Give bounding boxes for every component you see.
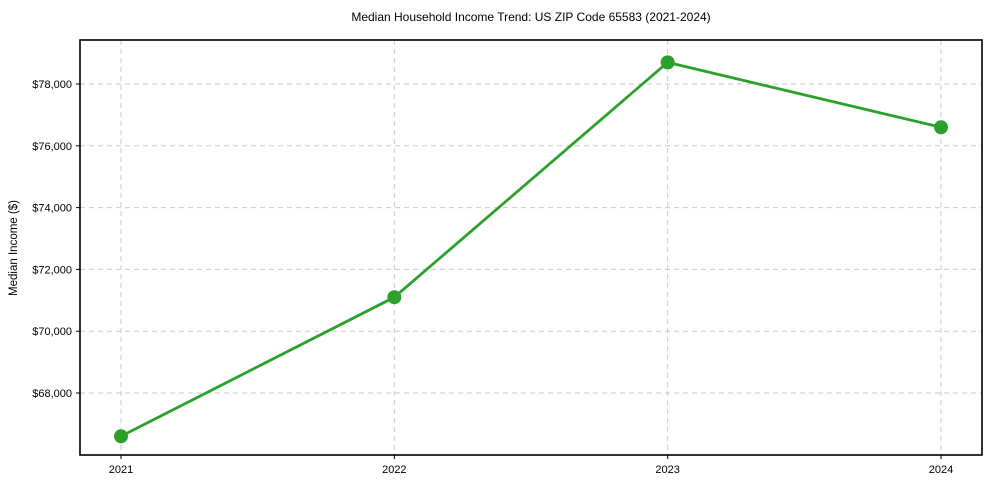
x-tick-label: 2023 (655, 464, 679, 476)
x-tick-label: 2021 (109, 464, 133, 476)
axes: 2021 2022 2023 2024 $68,000 $70,000 $72,000 $74… (32, 39, 983, 476)
y-tick-label: $78,000 (32, 79, 72, 91)
x-tick-label: 2022 (382, 464, 406, 476)
series-line (119, 60, 943, 438)
chart-title: Median Household Income Trend: US ZIP Co… (351, 10, 710, 24)
x-tick-label: 2024 (929, 464, 953, 476)
y-tick-label: $74,000 (32, 203, 72, 215)
data-point-marker (660, 55, 675, 70)
plot-border (79, 39, 983, 456)
y-tick-label: $76,000 (32, 141, 72, 153)
data-point-marker (934, 120, 948, 135)
y-axis-label: Median Income ($) (8, 200, 20, 296)
gridlines (80, 40, 982, 455)
data-point-marker (387, 290, 402, 305)
data-point-marker (114, 429, 128, 444)
y-tick-label: $72,000 (32, 264, 72, 276)
y-tick-label: $70,000 (32, 326, 72, 338)
income-line-series (114, 55, 948, 444)
y-tick-label: $68,000 (32, 388, 72, 400)
